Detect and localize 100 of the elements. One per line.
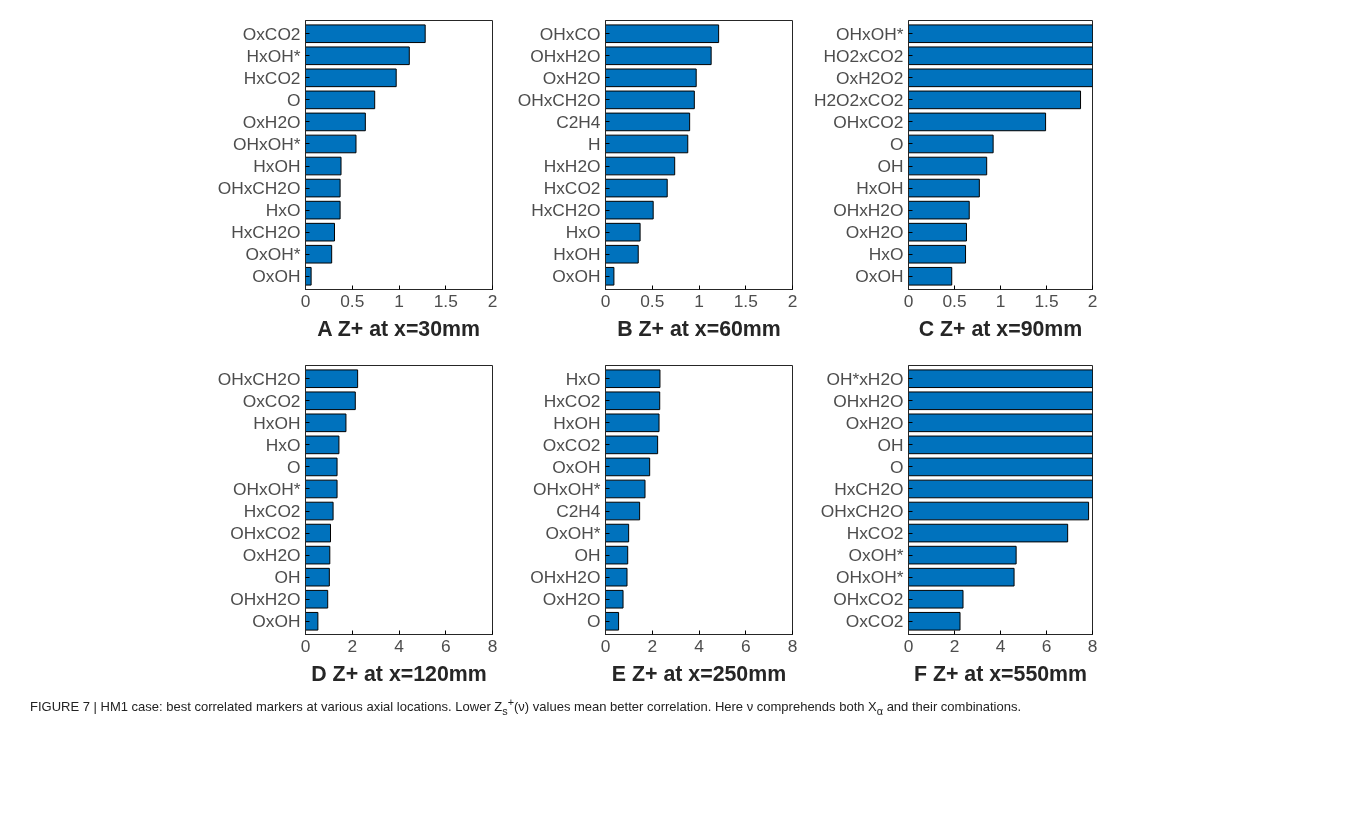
- y-tick-label: OHxCH2O: [517, 89, 601, 110]
- y-tick-label: OHxOH*: [836, 567, 904, 588]
- x-tick-label: 2: [647, 635, 658, 656]
- y-tick-label: OHxOH*: [836, 23, 904, 44]
- y-tick-label: OH: [574, 545, 601, 566]
- x-tick-label: 1.5: [1034, 290, 1059, 311]
- x-tick-label: 0.5: [640, 290, 665, 311]
- y-tick-label: OHxH2O: [833, 390, 904, 411]
- text: A Z+ at x=30mm: [317, 316, 481, 341]
- y-tick-label: OxOH: [252, 266, 301, 287]
- x-tick-label: 1.5: [433, 290, 458, 311]
- x-tick-label: 0: [903, 290, 914, 311]
- y-tick-label: OHxOH*: [233, 133, 301, 154]
- y-tick-label: OxH2O: [845, 222, 904, 243]
- y-tick-label: HxCH2O: [531, 200, 601, 221]
- y-tick-label: HxOH: [553, 412, 601, 433]
- x-tick-label: 4: [394, 635, 405, 656]
- y-tick-label: OxH2O: [242, 545, 301, 566]
- y-tick-label: OxOH: [552, 456, 601, 477]
- x-tick-label: 0: [600, 635, 611, 656]
- text: F Z+ at x=550mm: [913, 661, 1088, 686]
- y-tick-label: OH: [877, 156, 904, 177]
- y-tick-label: OHxH2O: [530, 567, 601, 588]
- y-tick-label: OxCO2: [845, 611, 904, 632]
- y-tick-label: HxO: [565, 368, 601, 389]
- x-tick-label: 4: [995, 635, 1006, 656]
- y-tick-label: OxH2O: [542, 67, 601, 88]
- y-tick-label: HxOH: [253, 156, 301, 177]
- y-tick-label: C2H4: [556, 501, 601, 522]
- x-tick-label: 8: [1087, 635, 1098, 656]
- y-tick-label: HO2xCO2: [823, 45, 904, 66]
- y-tick-label: O: [890, 133, 904, 154]
- y-tick-label: OxOH: [855, 266, 904, 287]
- y-tick-label: OHxCO2: [833, 111, 904, 132]
- y-tick-label: OHxCO2: [833, 589, 904, 610]
- x-tick-label: 1: [394, 290, 404, 311]
- y-tick-label: OHxCH2O: [217, 178, 301, 199]
- x-tick-label: 0: [300, 290, 311, 311]
- x-tick-label: 2: [347, 635, 358, 656]
- y-tick-label: OxH2O: [542, 589, 601, 610]
- y-tick-label: OxH2O2: [836, 67, 904, 88]
- y-tick-label: H2O2xCO2: [813, 89, 904, 110]
- y-tick-label: OHxH2O: [833, 200, 904, 221]
- y-tick-label: HxO: [265, 434, 301, 455]
- y-tick-label: H: [587, 133, 601, 154]
- y-tick-label: OHxCH2O: [820, 501, 904, 522]
- y-tick-label: OxOH*: [545, 523, 601, 544]
- y-tick-label: OHxCO: [539, 23, 601, 44]
- y-tick-label: OH: [877, 434, 904, 455]
- y-tick-label: HxO: [565, 222, 601, 243]
- y-tick-label: OH*xH2O: [826, 368, 904, 389]
- y-tick-label: HxOH: [856, 178, 904, 199]
- y-tick-label: HxH2O: [543, 156, 601, 177]
- x-tick-label: 2: [949, 635, 960, 656]
- y-tick-label: HxCO2: [543, 178, 601, 199]
- caption: FIGURE 7 | HM1 case: best correlated markers at various axial locations. Lower Z$_{s}$$^{+}$(ν) values mean better correlation. Here ν comprehends both X$_{α}$ and their combinations.: [30, 695, 1022, 719]
- x-tick-label: 0: [300, 635, 311, 656]
- y-tick-label: OHxH2O: [230, 589, 301, 610]
- y-tick-label: HxCH2O: [231, 222, 301, 243]
- y-tick-label: HxCO2: [243, 67, 301, 88]
- x-tick-label: 0: [600, 290, 611, 311]
- y-tick-label: C2H4: [556, 111, 601, 132]
- text: E Z+ at x=250mm: [611, 661, 787, 686]
- y-tick-label: HxCO2: [243, 501, 301, 522]
- x-tick-label: 8: [487, 635, 498, 656]
- y-tick-label: HxO: [265, 200, 301, 221]
- y-tick-label: HxOH: [553, 244, 601, 265]
- y-tick-label: OxOH: [252, 611, 301, 632]
- y-tick-label: O: [287, 89, 301, 110]
- y-tick-label: OHxH2O: [530, 45, 601, 66]
- text: D Z+ at x=120mm: [311, 661, 487, 686]
- x-tick-label: 0.5: [942, 290, 967, 311]
- x-tick-label: 1: [995, 290, 1006, 311]
- x-tick-label: 0.5: [340, 290, 365, 311]
- x-tick-label: 6: [740, 635, 751, 656]
- y-tick-label: OH: [274, 567, 301, 588]
- x-tick-label: 6: [440, 635, 451, 656]
- x-tick-label: 1.5: [733, 290, 758, 311]
- y-tick-label: OxOH: [552, 266, 601, 287]
- y-tick-label: OxCO2: [242, 390, 301, 411]
- y-tick-label: HxCO2: [543, 390, 601, 411]
- y-tick-label: OHxCO2: [230, 523, 301, 544]
- y-tick-label: O: [890, 456, 904, 477]
- x-tick-label: 4: [694, 635, 705, 656]
- x-tick-label: 2: [487, 290, 498, 311]
- y-tick-label: HxOH*: [246, 45, 301, 66]
- y-tick-label: OxCO2: [542, 434, 601, 455]
- x-tick-label: 2: [1087, 290, 1098, 311]
- y-tick-label: OHxCH2O: [217, 368, 301, 389]
- y-tick-label: OHxOH*: [533, 478, 601, 499]
- y-tick-label: OxH2O: [845, 412, 904, 433]
- y-tick-label: O: [287, 456, 301, 477]
- text: B Z+ at x=60mm: [617, 316, 781, 341]
- y-tick-label: OxOH*: [245, 244, 301, 265]
- x-tick-label: 1: [694, 290, 704, 311]
- y-tick-label: HxOH: [253, 412, 301, 433]
- y-tick-label: HxCH2O: [834, 478, 904, 499]
- y-tick-label: OxCO2: [242, 23, 301, 44]
- y-tick-label: HxO: [868, 244, 904, 265]
- y-tick-label: OxH2O: [242, 111, 301, 132]
